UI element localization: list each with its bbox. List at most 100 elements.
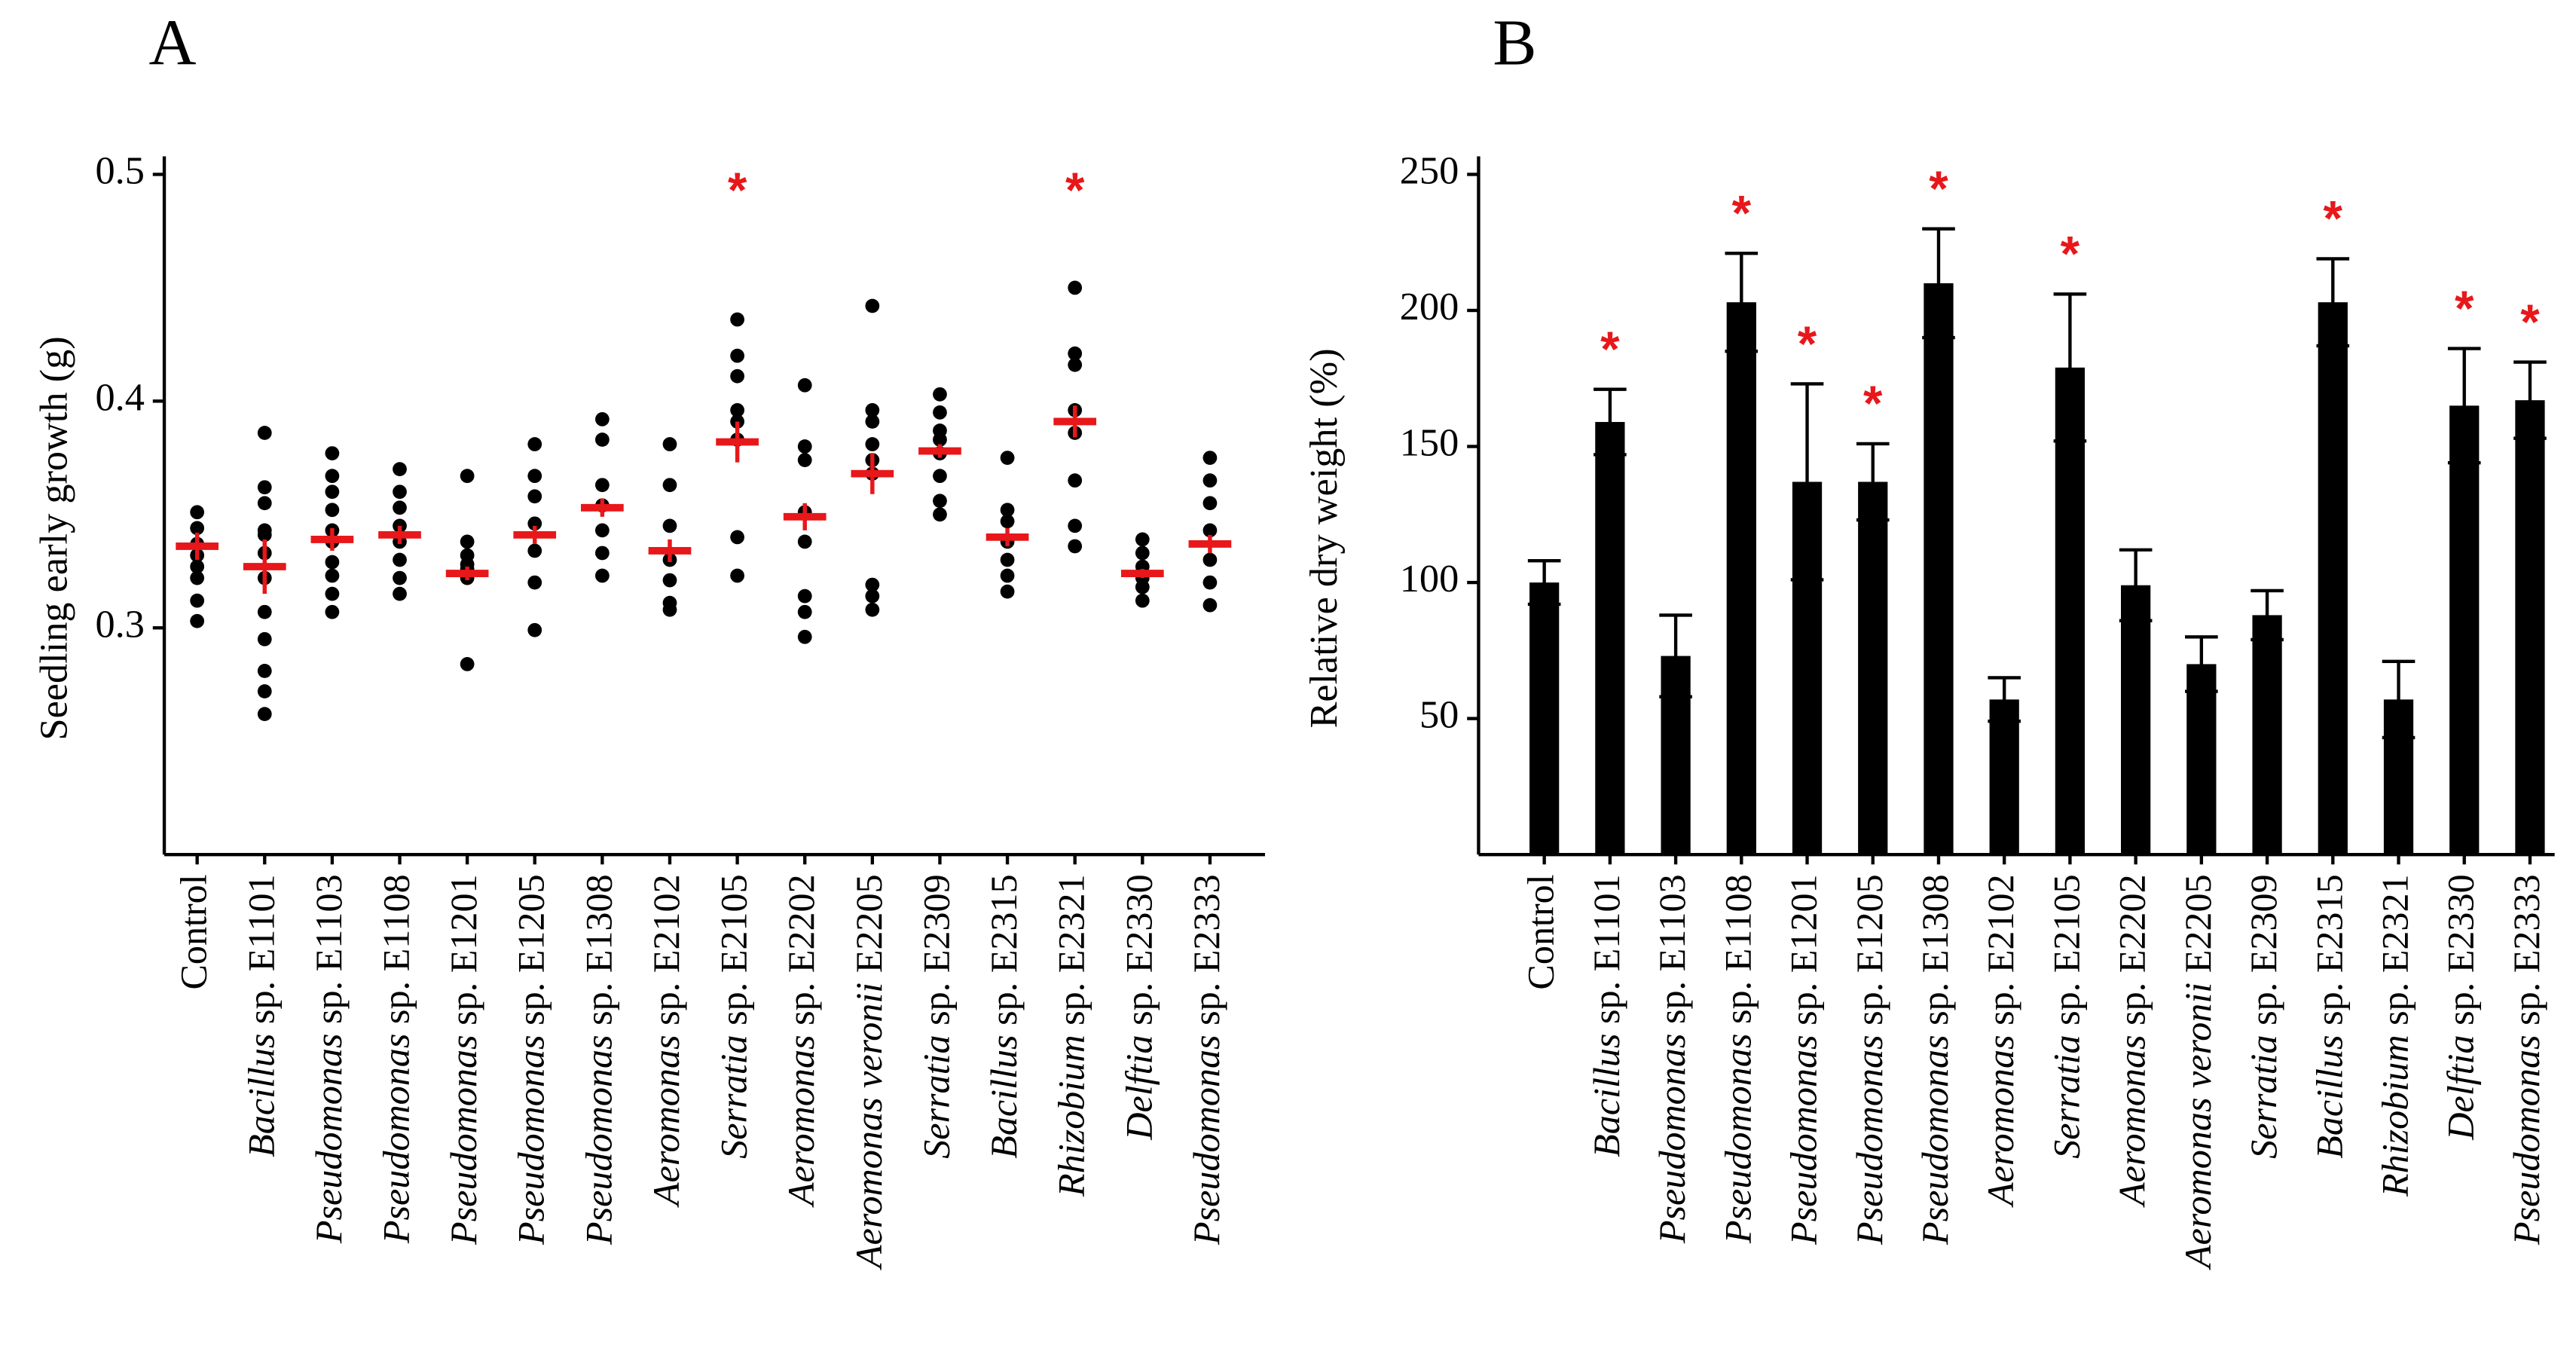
data-point — [325, 446, 340, 460]
data-point — [1202, 496, 1218, 511]
data-point — [662, 437, 677, 451]
data-point — [594, 523, 610, 538]
data-point — [1202, 552, 1218, 567]
data-point — [527, 622, 542, 637]
data-point — [865, 414, 880, 429]
data-point — [325, 555, 340, 570]
data-point — [662, 602, 677, 617]
data-point — [325, 469, 340, 484]
x-tick-label: Serratia sp. E2105 — [712, 874, 754, 1158]
error-bar — [1725, 251, 1759, 353]
data-point — [190, 505, 205, 520]
data-point — [393, 570, 407, 585]
data-point — [865, 602, 880, 617]
significance-marker: * — [1065, 163, 1085, 218]
data-point — [190, 521, 205, 536]
significance-marker: * — [2520, 295, 2540, 350]
bar — [2515, 400, 2545, 855]
panel-title: A — [148, 6, 196, 79]
data-point — [527, 489, 542, 504]
data-point — [325, 586, 340, 601]
significance-marker: * — [2061, 227, 2080, 282]
x-tick-label: Pseudomonas sp. E1205 — [1847, 874, 1890, 1246]
bar — [1858, 481, 1888, 855]
data-point — [730, 530, 744, 545]
error-bar — [2185, 635, 2218, 693]
data-point — [1135, 546, 1150, 561]
data-point — [393, 586, 407, 601]
x-tick-label: Aeromonas sp. E2202 — [780, 874, 822, 1208]
bar — [1529, 582, 1560, 855]
x-tick-label: Pseudomonas sp. E1201 — [1782, 874, 1824, 1246]
data-point — [1068, 473, 1083, 488]
y-axis-label: Relative dry weight (%) — [1302, 348, 1346, 728]
data-point — [1000, 552, 1015, 567]
data-point — [797, 453, 812, 467]
significance-marker: * — [728, 163, 747, 218]
error-bar — [1594, 387, 1627, 457]
data-point — [594, 433, 610, 447]
bar — [1924, 283, 1954, 855]
y-tick-label: 100 — [1400, 557, 1459, 601]
x-tick-label: Pseudomonas sp. E1308 — [577, 874, 619, 1246]
data-point — [1202, 598, 1218, 613]
bar — [1726, 302, 1756, 855]
data-point — [1000, 451, 1015, 465]
data-point — [1000, 584, 1015, 599]
x-tick-label: Control — [172, 874, 214, 989]
error-bar — [2053, 292, 2087, 443]
data-point — [730, 368, 744, 384]
bar — [1989, 699, 2019, 855]
data-point — [1135, 532, 1150, 547]
error-bar — [2382, 659, 2416, 740]
data-point — [594, 568, 610, 583]
x-tick-label: Pseudomonas sp. E1108 — [374, 874, 417, 1244]
significance-marker: * — [1600, 322, 1620, 377]
x-tick-label: Pseudomonas sp. E2333 — [1184, 874, 1227, 1246]
data-point — [730, 568, 744, 583]
data-point — [257, 664, 272, 678]
bar — [2252, 615, 2282, 855]
data-point — [257, 426, 272, 440]
bar — [2121, 585, 2151, 855]
data-point — [865, 588, 880, 604]
data-point — [1068, 357, 1083, 372]
data-point — [393, 552, 407, 567]
data-point — [865, 577, 880, 592]
x-tick-label: Aeromonas sp. E2102 — [644, 874, 686, 1208]
significance-marker: * — [1929, 161, 1948, 216]
x-tick-label: Pseudomonas sp. E1108 — [1716, 874, 1759, 1244]
y-tick-label: 0.3 — [95, 602, 144, 646]
data-point — [1135, 593, 1150, 608]
x-tick-label: Pseudomonas sp. E1103 — [307, 874, 349, 1244]
data-point — [527, 437, 542, 451]
data-point — [1135, 579, 1150, 595]
error-bar — [1790, 382, 1824, 582]
y-tick-label: 0.5 — [95, 148, 144, 192]
x-tick-label: Delftia sp. E2330 — [1117, 874, 1160, 1140]
data-point — [460, 469, 475, 484]
data-point — [393, 500, 407, 515]
data-point — [865, 403, 880, 417]
data-point — [460, 534, 475, 549]
error-bar — [1856, 442, 1890, 522]
data-point — [393, 462, 407, 477]
error-bar — [2119, 548, 2153, 622]
data-point — [1202, 473, 1218, 488]
data-point — [1000, 514, 1015, 529]
x-tick-label: Serratia sp. E2105 — [2045, 874, 2087, 1158]
x-tick-label: Serratia sp. E2309 — [915, 874, 957, 1158]
significance-marker: * — [1863, 376, 1883, 431]
x-tick-label: Aeromonas veronii E2205 — [2176, 874, 2218, 1270]
data-point — [1000, 568, 1015, 583]
data-point — [190, 570, 205, 585]
bar — [2186, 664, 2217, 855]
x-tick-label: Pseudomonas sp. E2333 — [2504, 874, 2547, 1246]
x-tick-label: Bacillus sp. E2315 — [2308, 874, 2350, 1158]
significance-marker: * — [2324, 191, 2343, 246]
data-point — [594, 546, 610, 561]
bar — [2055, 367, 2086, 855]
y-tick-label: 150 — [1400, 421, 1459, 465]
data-point — [797, 629, 812, 644]
